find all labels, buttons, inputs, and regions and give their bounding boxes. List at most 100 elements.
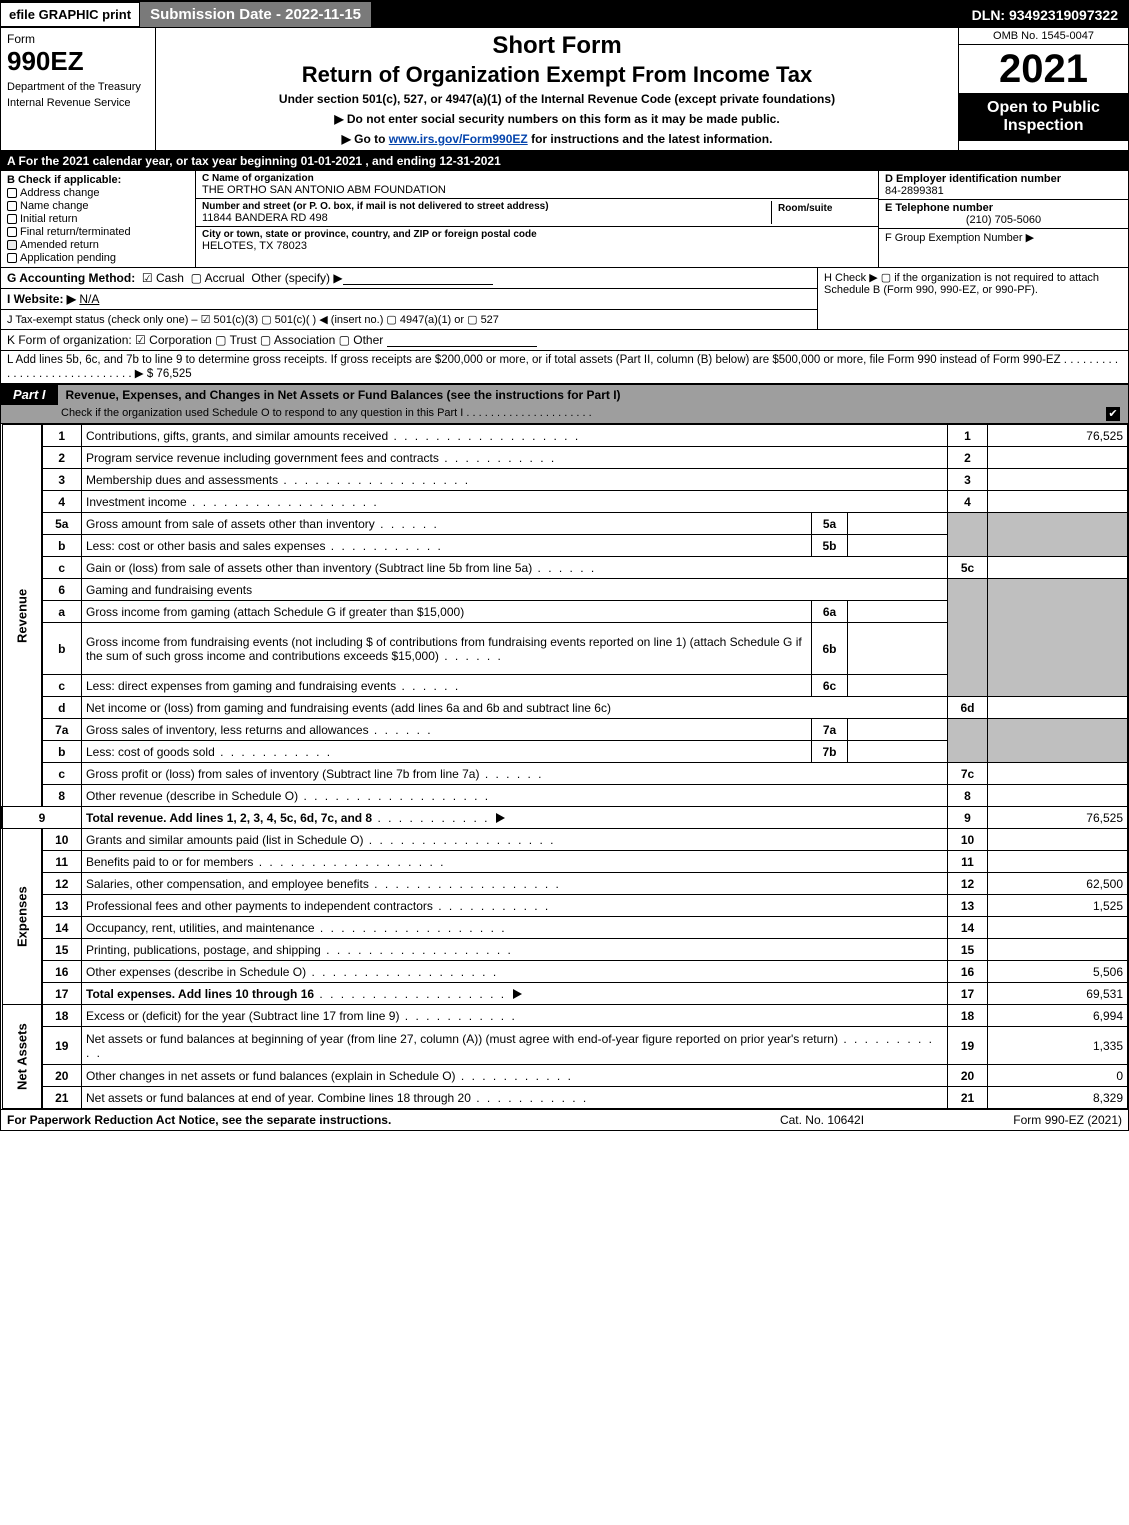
e-tel-label: E Telephone number xyxy=(885,202,1122,214)
l18-amt: 6,994 xyxy=(988,1005,1128,1027)
g-cash: Cash xyxy=(156,271,184,285)
chk-final[interactable] xyxy=(7,227,17,237)
l2-text: Program service revenue including govern… xyxy=(86,451,439,465)
org-street: 11844 BANDERA RD 498 xyxy=(202,212,771,224)
l9-text: Total revenue. Add lines 1, 2, 3, 4, 5c,… xyxy=(86,811,372,825)
l6c-text: Less: direct expenses from gaming and fu… xyxy=(86,679,396,693)
title-block: Form 990EZ Department of the Treasury In… xyxy=(1,28,1128,151)
l4-text: Investment income xyxy=(86,495,187,509)
chk-pending[interactable] xyxy=(7,253,17,263)
i-label: I Website: ▶ xyxy=(7,292,76,306)
b-item-5: Application pending xyxy=(20,252,116,264)
no-ssn-line: ▶ Do not enter social security numbers o… xyxy=(162,112,952,126)
under-section: Under section 501(c), 527, or 4947(a)(1)… xyxy=(162,92,952,106)
omb-label: OMB No. 1545-0047 xyxy=(959,28,1128,45)
b-item-0: Address change xyxy=(20,187,100,199)
dln-label: DLN: 93492319097322 xyxy=(962,3,1128,27)
b-item-3: Final return/terminated xyxy=(20,226,131,238)
l14-text: Occupancy, rent, utilities, and maintena… xyxy=(86,921,315,935)
title-center: Short Form Return of Organization Exempt… xyxy=(156,28,958,150)
l19-text: Net assets or fund balances at beginning… xyxy=(86,1032,838,1046)
d-ein-label: D Employer identification number xyxy=(885,173,1122,185)
l16-amt: 5,506 xyxy=(988,961,1128,983)
arrow-icon xyxy=(513,989,522,999)
efile-label: efile GRAPHIC print xyxy=(1,3,139,26)
footer: For Paperwork Reduction Act Notice, see … xyxy=(1,1109,1128,1130)
row-g: G Accounting Method: ☑ Cash ▢ Accrual Ot… xyxy=(1,268,817,289)
part1-check-line: Check if the organization used Schedule … xyxy=(1,405,1128,424)
chk-name[interactable] xyxy=(7,201,17,211)
l11-text: Benefits paid to or for members xyxy=(86,855,253,869)
l20-text: Other changes in net assets or fund bala… xyxy=(86,1069,456,1083)
revenue-table: Revenue 1Contributions, gifts, grants, a… xyxy=(1,424,1128,1109)
l21-text: Net assets or fund balances at end of ye… xyxy=(86,1091,471,1105)
org-name: THE ORTHO SAN ANTONIO ABM FOUNDATION xyxy=(202,184,872,196)
footer-form: Form 990-EZ (2021) xyxy=(922,1113,1122,1127)
block-bcd: B Check if applicable: Address change Na… xyxy=(1,171,1128,268)
row-j: J Tax-exempt status (check only one) – ☑… xyxy=(1,310,817,329)
l5c-text: Gain or (loss) from sale of assets other… xyxy=(86,561,532,575)
l20-amt: 0 xyxy=(988,1065,1128,1087)
row-k: K Form of organization: ☑ Corporation ▢ … xyxy=(1,330,1128,351)
l6d-text: Net income or (loss) from gaming and fun… xyxy=(86,701,611,715)
g-accrual: Accrual xyxy=(205,271,245,285)
part1-check-text: Check if the organization used Schedule … xyxy=(61,407,1106,421)
part1-check-icon[interactable]: ✔ xyxy=(1106,407,1120,421)
side-expenses: Expenses xyxy=(2,829,42,1005)
b-label: B Check if applicable: xyxy=(7,174,121,186)
k-blank[interactable] xyxy=(387,335,537,347)
tax-year: 2021 xyxy=(959,45,1128,93)
side-net-assets: Net Assets xyxy=(2,1005,42,1109)
dept-1: Department of the Treasury xyxy=(7,81,149,93)
l7a-text: Gross sales of inventory, less returns a… xyxy=(86,723,369,737)
submission-date: Submission Date - 2022-11-15 xyxy=(139,1,372,28)
dept-2: Internal Revenue Service xyxy=(7,97,149,109)
return-title: Return of Organization Exempt From Incom… xyxy=(162,62,952,88)
chk-address[interactable] xyxy=(7,188,17,198)
l13-text: Professional fees and other payments to … xyxy=(86,899,433,913)
goto-link[interactable]: www.irs.gov/Form990EZ xyxy=(389,132,528,146)
l17-text: Total expenses. Add lines 10 through 16 xyxy=(86,987,314,1001)
chk-initial[interactable] xyxy=(7,214,17,224)
goto-pre: ▶ Go to xyxy=(342,132,389,146)
l19-amt: 1,335 xyxy=(988,1027,1128,1065)
l15-text: Printing, publications, postage, and shi… xyxy=(86,943,321,957)
l5b-text: Less: cost or other basis and sales expe… xyxy=(86,539,325,553)
k-text: K Form of organization: ☑ Corporation ▢ … xyxy=(7,333,383,347)
col-b: B Check if applicable: Address change Na… xyxy=(1,171,196,267)
part1-desc: Revenue, Expenses, and Changes in Net As… xyxy=(58,385,1128,405)
part1-tab: Part I xyxy=(1,384,58,405)
l3-text: Membership dues and assessments xyxy=(86,473,278,487)
l6a-text: Gross income from gaming (attach Schedul… xyxy=(86,605,464,619)
title-right: OMB No. 1545-0047 2021 Open to Public In… xyxy=(958,28,1128,150)
c-street-label: Number and street (or P. O. box, if mail… xyxy=(202,201,771,212)
b-item-2: Initial return xyxy=(20,213,77,225)
footer-left: For Paperwork Reduction Act Notice, see … xyxy=(7,1113,722,1127)
l12-amt: 62,500 xyxy=(988,873,1128,895)
line-a: A For the 2021 calendar year, or tax yea… xyxy=(1,151,1128,171)
l1-text: Contributions, gifts, grants, and simila… xyxy=(86,429,388,443)
footer-cat: Cat. No. 10642I xyxy=(722,1113,922,1127)
f-grp-label: F Group Exemption Number ▶ xyxy=(885,231,1122,244)
form-word: Form xyxy=(7,32,149,46)
goto-post: for instructions and the latest informat… xyxy=(528,132,773,146)
b-item-4: Amended return xyxy=(20,239,99,251)
arrow-icon xyxy=(496,813,505,823)
l21-amt: 8,329 xyxy=(988,1087,1128,1109)
l7b-text: Less: cost of goods sold xyxy=(86,745,215,759)
l16-text: Other expenses (describe in Schedule O) xyxy=(86,965,306,979)
short-form-title: Short Form xyxy=(162,32,952,60)
chk-amended[interactable] xyxy=(7,240,17,250)
l9-amt: 76,525 xyxy=(988,807,1128,829)
l1-amt: 76,525 xyxy=(988,425,1128,447)
row-i: I Website: ▶ N/A xyxy=(1,289,817,310)
col-c: C Name of organization THE ORTHO SAN ANT… xyxy=(196,171,878,267)
row-h: H Check ▶ ▢ if the organization is not r… xyxy=(818,268,1128,329)
g-blank[interactable] xyxy=(343,273,493,285)
tel-value: (210) 705-5060 xyxy=(885,214,1122,226)
header-bar: efile GRAPHIC print Submission Date - 20… xyxy=(1,1,1128,28)
l5a-text: Gross amount from sale of assets other t… xyxy=(86,517,375,531)
col-d: D Employer identification number 84-2899… xyxy=(878,171,1128,267)
open-public: Open to Public Inspection xyxy=(959,93,1128,141)
goto-line: ▶ Go to www.irs.gov/Form990EZ for instru… xyxy=(162,132,952,146)
